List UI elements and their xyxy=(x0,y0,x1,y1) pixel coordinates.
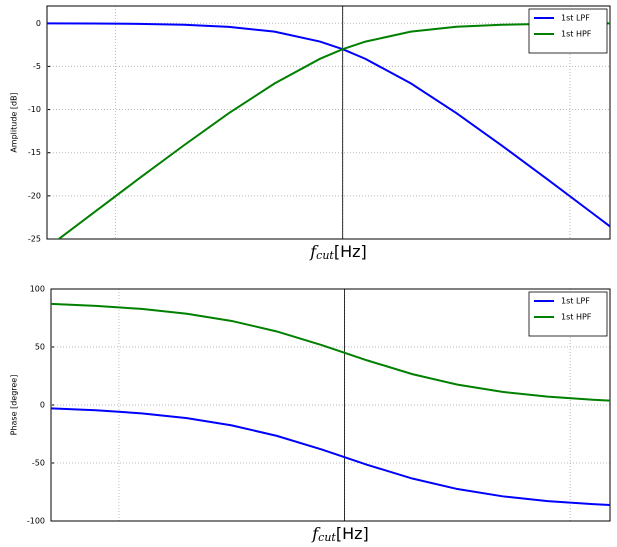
y-tick-label: 100 xyxy=(30,285,45,294)
y-tick-label: -10 xyxy=(28,105,41,114)
legend-label: 1st LPF xyxy=(561,14,590,23)
plot-frame xyxy=(46,5,611,240)
x-label-subscript: cut xyxy=(316,249,334,262)
y-axis-label: Phase [degree] xyxy=(10,375,19,436)
legend-frame xyxy=(528,8,608,54)
y-axis-label: Amplitude [dB] xyxy=(10,92,19,152)
x-axis-label: fcut[Hz] xyxy=(311,524,369,545)
y-tick-label: -15 xyxy=(28,148,41,157)
y-tick-label: -20 xyxy=(28,191,41,200)
legend-label: 1st HPF xyxy=(561,313,592,322)
y-tick-label: -5 xyxy=(33,62,41,71)
series-line xyxy=(57,22,610,239)
plot-frame xyxy=(50,288,611,522)
x-label-unit: [Hz] xyxy=(334,242,367,261)
x-axis-label: fcut[Hz] xyxy=(309,242,367,263)
subplot: 100 50 0 -50 -100 Phase [degree] fcut[Hz] 1st L… xyxy=(10,285,611,545)
legend-label: 1st LPF xyxy=(561,297,590,306)
y-tick-label: 50 xyxy=(35,343,45,352)
legend-frame xyxy=(528,291,608,337)
x-label-subscript: cut xyxy=(318,531,336,544)
series-line xyxy=(51,407,610,506)
x-label-symbol: f xyxy=(309,242,319,261)
y-tick-label: 0 xyxy=(36,19,41,28)
subplot: 0 -5 -10 -15 -20 -25 Amplitude [dB] fcut[Hz] 1st… xyxy=(10,5,611,263)
legend-label: 1st HPF xyxy=(561,30,592,39)
x-label-unit: [Hz] xyxy=(336,524,369,543)
x-label-symbol: f xyxy=(311,524,321,543)
legend: 1st LPF 1st HPF xyxy=(528,8,608,54)
y-tick-label: -50 xyxy=(32,459,45,468)
legend: 1st LPF 1st HPF xyxy=(528,291,608,337)
y-tick-label: -25 xyxy=(28,235,41,244)
series-line xyxy=(51,302,610,402)
y-tick-label: -100 xyxy=(27,517,45,526)
y-tick-label: 0 xyxy=(40,401,45,410)
